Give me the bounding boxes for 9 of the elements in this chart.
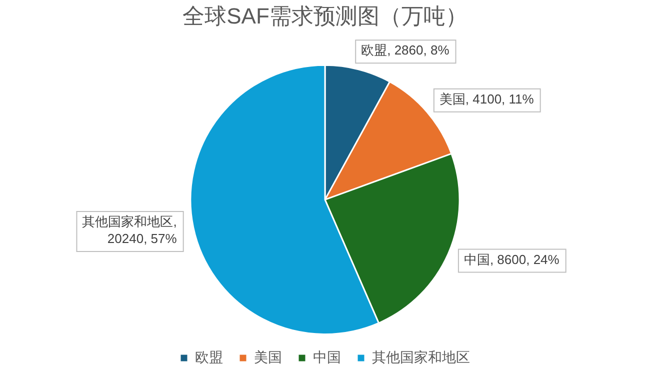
legend-label: 美国 (254, 348, 282, 365)
legend-label: 中国 (313, 348, 341, 365)
data-label: 美国, 4100, 11% (439, 91, 534, 106)
data-label: 其他国家和地区, 20240, 57% (82, 214, 178, 246)
data-label: 中国, 8600, 24% (464, 252, 560, 267)
chart-title: 全球SAF需求预测图（万吨） (182, 3, 468, 28)
legend-label: 欧盟 (195, 348, 223, 365)
legend-label: 其他国家和地区 (372, 348, 470, 365)
data-label: 欧盟, 2860, 8% (361, 42, 450, 58)
